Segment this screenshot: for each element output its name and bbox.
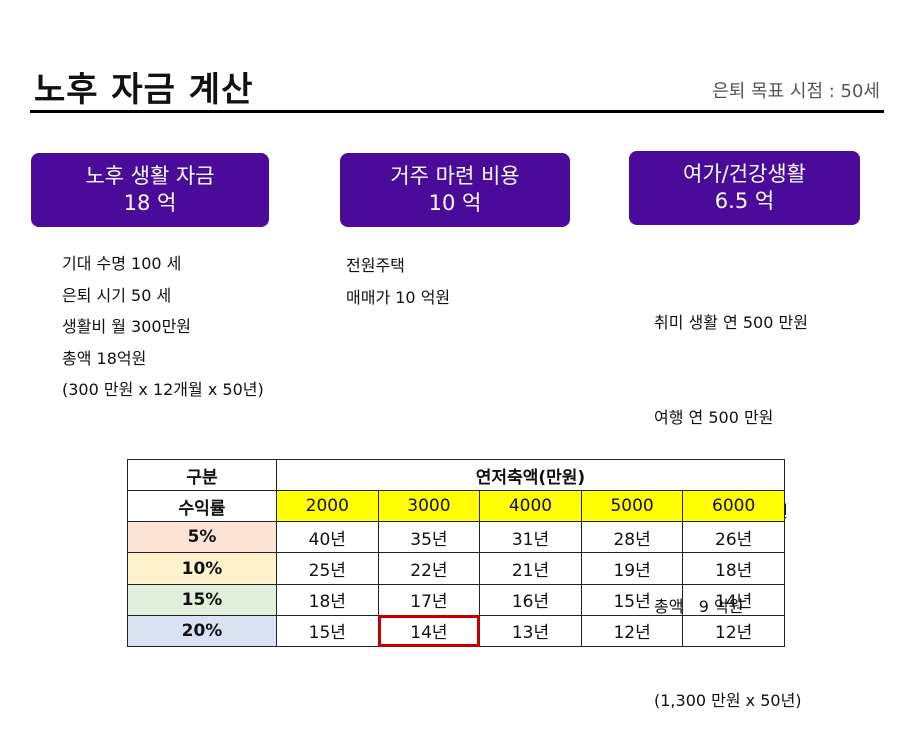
list-item: 여행 연 500 만원 [654, 407, 774, 427]
list-item: 취미 생활 연 500 만원 [654, 313, 808, 332]
rate-cell: 10% [127, 552, 277, 585]
table-cell: 26년 [682, 521, 785, 554]
card-housing-cost: 거주 마련 비용 10 억 [340, 153, 570, 227]
column-header: 2000 [276, 490, 379, 523]
list-item: 은퇴 시기 50 세 [62, 285, 172, 305]
list-item: 총액 18억원 [62, 348, 147, 368]
rate-cell: 5% [127, 521, 277, 554]
rate-cell: 15% [127, 583, 277, 616]
list-item: 매매가 10 억원 [346, 287, 451, 307]
column-header: 4000 [479, 490, 582, 523]
savings-period-table: 구분 연저축액(만원) 수익률 2000 3000 4000 5000 6000… [127, 458, 785, 648]
table-cell: 19년 [580, 552, 684, 585]
table-cell: 25년 [276, 552, 379, 585]
list-item: (1,300 만원 x 50년) [654, 691, 802, 710]
table-cell: 18년 [276, 583, 379, 616]
rate-cell: 20% [127, 614, 277, 648]
retirement-target-label: 은퇴 목표 시점 : 50세 [712, 81, 880, 102]
card-amount: 18 억 [123, 191, 177, 215]
column-header: 3000 [377, 490, 481, 523]
table-row: 5% 40년 35년 31년 28년 26년 [127, 521, 785, 554]
table-cell: 31년 [479, 521, 582, 554]
highlighted-cell: 14년 [377, 614, 481, 648]
table-cell: 40년 [276, 521, 379, 554]
living-expenses-details: 기대 수명 100 세 은퇴 시기 50 세 생활비 월 300만원 총액 18… [62, 248, 264, 406]
list-item: 기대 수명 100 세 [62, 254, 182, 273]
table-cell: 16년 [479, 583, 582, 616]
table-cell: 17년 [377, 583, 481, 616]
card-amount: 6.5 억 [714, 189, 775, 213]
table-cell: 12년 [580, 614, 684, 648]
card-leisure-health: 여가/건강생활 6.5 억 [629, 151, 860, 225]
list-item: 생활비 월 300만원 [62, 317, 192, 336]
corner-header-return-rate: 수익률 [127, 490, 277, 523]
table-header-row: 구분 연저축액(만원) [127, 458, 785, 492]
table-row: 20% 15년 14년 13년 12년 12년 [127, 614, 785, 648]
card-title: 여가/건강생활 [683, 162, 806, 186]
page-title: 노후 자금 계산 [34, 70, 254, 110]
column-header: 5000 [580, 490, 684, 523]
list-item: 전원주택 [346, 256, 405, 275]
table-row: 10% 25년 22년 21년 19년 18년 [127, 552, 785, 585]
corner-header-category: 구분 [127, 458, 277, 492]
table-cell: 18년 [682, 552, 785, 585]
table-cell: 12년 [682, 614, 785, 648]
card-living-expenses: 노후 생활 자금 18 억 [31, 153, 269, 227]
table-cell: 15년 [276, 614, 379, 648]
table-subheader-row: 수익률 2000 3000 4000 5000 6000 [127, 490, 785, 523]
table-cell: 13년 [479, 614, 582, 648]
table-cell: 28년 [580, 521, 684, 554]
table-cell: 22년 [377, 552, 481, 585]
table-cell: 15년 [580, 583, 684, 616]
title-divider [30, 110, 884, 113]
annual-savings-header: 연저축액(만원) [276, 458, 785, 492]
table-cell: 21년 [479, 552, 582, 585]
table-cell: 14년 [682, 583, 785, 616]
column-header: 6000 [682, 490, 785, 523]
table-row: 15% 18년 17년 16년 15년 14년 [127, 583, 785, 616]
list-item: (300 만원 x 12개월 x 50년) [62, 380, 264, 399]
card-amount: 10 억 [428, 191, 482, 215]
card-title: 거주 마련 비용 [390, 164, 520, 188]
housing-cost-details: 전원주택 매매가 10 억원 [346, 250, 450, 313]
table-cell: 35년 [377, 521, 481, 554]
card-title: 노후 생활 자금 [85, 164, 215, 188]
